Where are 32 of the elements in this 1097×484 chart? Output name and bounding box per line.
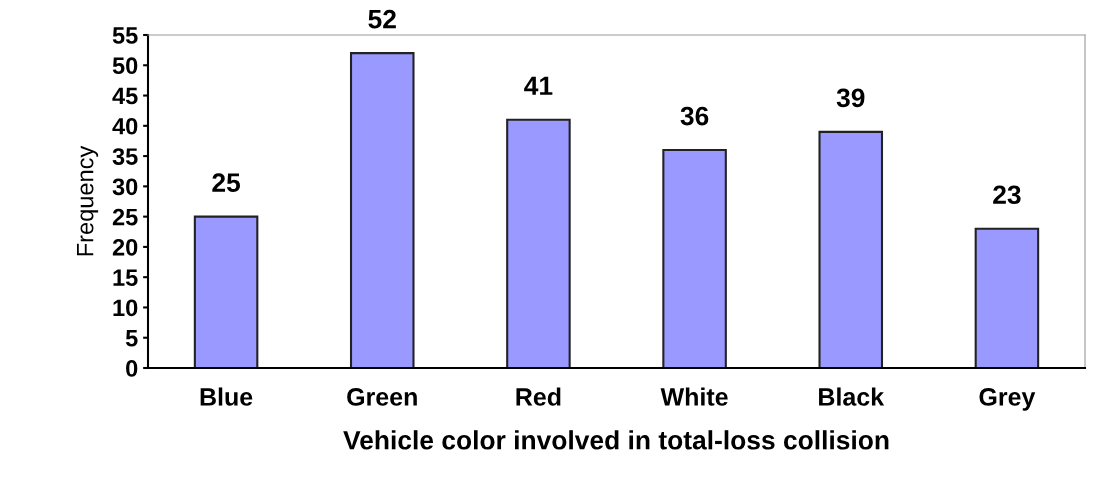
x-axis-title: Vehicle color involved in total-loss collision	[343, 430, 889, 450]
y-tick-label: 50	[112, 57, 138, 75]
y-tick-label: 45	[112, 87, 138, 105]
x-tick-label: Grey	[979, 388, 1036, 411]
y-tick-label: 5	[125, 330, 138, 347]
data-label: 41	[524, 76, 553, 95]
x-tick-label: Black	[819, 387, 885, 406]
y-tick-label: 10	[113, 299, 138, 317]
x-tick-label: Green	[347, 388, 417, 406]
y-tick-label: 55	[112, 27, 138, 44]
bar	[506, 118, 571, 368]
x-tick-label: White	[660, 387, 728, 406]
data-label: 52	[368, 9, 396, 29]
x-tick-label: Blue	[200, 387, 253, 406]
bar	[662, 149, 727, 368]
x-tick-label: Red	[516, 387, 561, 406]
bar	[818, 130, 884, 368]
data-label: 23	[993, 185, 1021, 205]
bar	[974, 227, 1040, 368]
y-tick-label: 30	[112, 178, 138, 196]
data-label: 39	[836, 88, 865, 108]
y-tick-label: 20	[112, 238, 138, 256]
data-label: 25	[212, 173, 241, 192]
y-tick-label: 0	[126, 360, 138, 377]
bar	[349, 52, 415, 368]
data-label: 36	[680, 106, 709, 126]
y-tick-label: 15	[113, 269, 138, 286]
y-axis-title: Frequency	[76, 145, 99, 256]
y-tick-label: 35	[112, 148, 138, 165]
y-tick-label: 40	[112, 117, 138, 135]
bar	[193, 215, 259, 368]
y-tick-label: 25	[112, 208, 138, 226]
